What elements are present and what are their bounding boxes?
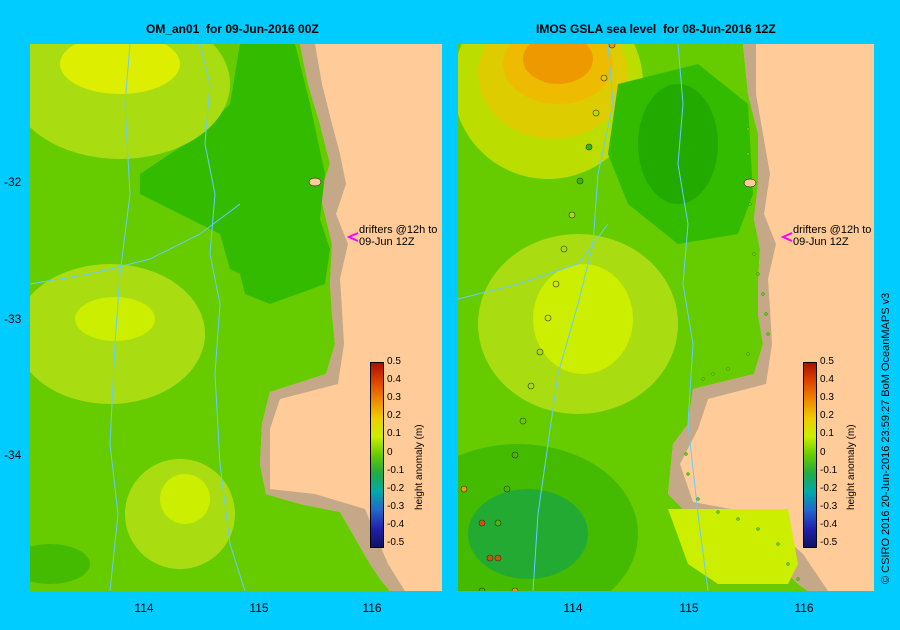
- right-map-panel: [458, 44, 874, 591]
- island: [308, 177, 322, 187]
- y-tick-label: -33: [4, 312, 22, 326]
- drifter-point: [576, 177, 584, 185]
- x-tick-label: 116: [362, 601, 382, 615]
- colorbar-label: height anomaly (m): [414, 424, 425, 510]
- positive-anomaly-core: [75, 297, 155, 341]
- positive-anomaly-core: [160, 474, 210, 524]
- drifter-point: [511, 451, 519, 459]
- y-tick-label: -34: [4, 448, 22, 462]
- y-tick-label: -32: [4, 175, 22, 189]
- colorbar-tick: 0.5: [820, 356, 834, 367]
- positive-anomaly-core: [523, 44, 593, 84]
- x-tick-label: 115: [249, 601, 269, 615]
- bathymetry-contour: [458, 223, 609, 300]
- drifter-track: [460, 44, 616, 591]
- colorbar-right: [803, 362, 817, 548]
- colorbar-tick: 0.2: [387, 410, 401, 421]
- x-tick-label: 114: [134, 601, 154, 615]
- colorbar-tick: 0.3: [387, 392, 401, 403]
- drifter-note-left: drifters @12h to 09-Jun 12Z: [359, 224, 438, 248]
- drifter-point: [478, 519, 486, 527]
- bathymetry-contour: [109, 44, 131, 591]
- colorbar-tick: 0: [387, 447, 393, 458]
- colorbar-tick: 0.3: [820, 392, 834, 403]
- positive-anomaly-core: [533, 264, 633, 374]
- colorbar-tick: -0.1: [387, 465, 405, 476]
- drifter-point: [585, 143, 593, 151]
- colorbar-tick: 0.4: [387, 374, 401, 385]
- drifter-note-right: drifters @12h to 09-Jun 12Z: [793, 224, 872, 248]
- drifter-point: [560, 245, 568, 253]
- drifter-point: [519, 417, 527, 425]
- colorbar-tick: 0.1: [820, 428, 834, 439]
- right-panel-title: IMOS GSLA sea level for 08-Jun-2016 12Z: [536, 22, 776, 36]
- colorbar-tick: -0.3: [387, 501, 405, 512]
- drifter-point: [494, 519, 502, 527]
- drifter-marker-icon: [346, 232, 359, 242]
- colorbar-tick: -0.2: [387, 483, 405, 494]
- colorbar-tick: 0.4: [820, 374, 834, 385]
- drifter-point: [527, 382, 535, 390]
- drifter-point: [608, 44, 616, 49]
- drifter-point: [552, 280, 560, 288]
- drifter-point: [536, 348, 544, 356]
- positive-anomaly-region: [668, 509, 798, 584]
- colorbar-tick: -0.5: [387, 537, 405, 548]
- colorbar-tick: -0.4: [820, 519, 838, 530]
- left-panel-title: OM_an01 for 09-Jun-2016 00Z: [146, 22, 319, 36]
- colorbar-tick: -0.5: [820, 537, 838, 548]
- drifter-point: [568, 211, 576, 219]
- x-tick-label: 114: [563, 601, 583, 615]
- bathymetry-contour: [199, 44, 246, 591]
- negative-anomaly-region: [140, 44, 330, 304]
- drifter-point: [494, 554, 502, 562]
- drifter-point: [544, 314, 552, 322]
- drifter-point: [460, 485, 468, 493]
- x-tick-label: 115: [679, 601, 699, 615]
- positive-anomaly-core: [60, 44, 180, 94]
- drifter-point: [478, 587, 486, 591]
- x-tick-label: 116: [794, 601, 814, 615]
- colorbar-tick: -0.1: [820, 465, 838, 476]
- negative-anomaly-core: [638, 84, 718, 204]
- colorbar-label: height anomaly (m): [846, 424, 857, 510]
- colorbar-tick: -0.3: [820, 501, 838, 512]
- coastline: [260, 44, 405, 591]
- drifter-point: [503, 485, 511, 493]
- negative-anomaly-region: [30, 544, 90, 584]
- colorbar-tick: -0.2: [820, 483, 838, 494]
- colorbar-left: [370, 362, 384, 548]
- negative-anomaly-core: [468, 489, 588, 579]
- colorbar-tick: 0.5: [387, 356, 401, 367]
- left-sea-level-map: [30, 44, 442, 591]
- bathymetry-contour: [532, 44, 614, 591]
- right-sea-level-map: [458, 44, 874, 591]
- bathymetry-contour: [677, 44, 709, 591]
- colorbar-tick: 0.1: [387, 428, 401, 439]
- drifter-point: [600, 74, 608, 82]
- bathymetry-contour: [30, 203, 241, 285]
- drifter-point: [486, 554, 494, 562]
- colorbar-tick: 0.2: [820, 410, 834, 421]
- coastal-drifters: [684, 127, 800, 581]
- colorbar-tick: 0: [820, 447, 826, 458]
- drifter-point: [592, 109, 600, 117]
- island: [743, 178, 757, 188]
- credit-text: © CSIRO 2016 20-Jun-2016 23:59:27 BoM Oc…: [880, 292, 892, 584]
- drifter-marker-icon: [780, 232, 793, 242]
- left-map-panel: [30, 44, 442, 591]
- drifter-point: [511, 587, 519, 591]
- colorbar-tick: -0.4: [387, 519, 405, 530]
